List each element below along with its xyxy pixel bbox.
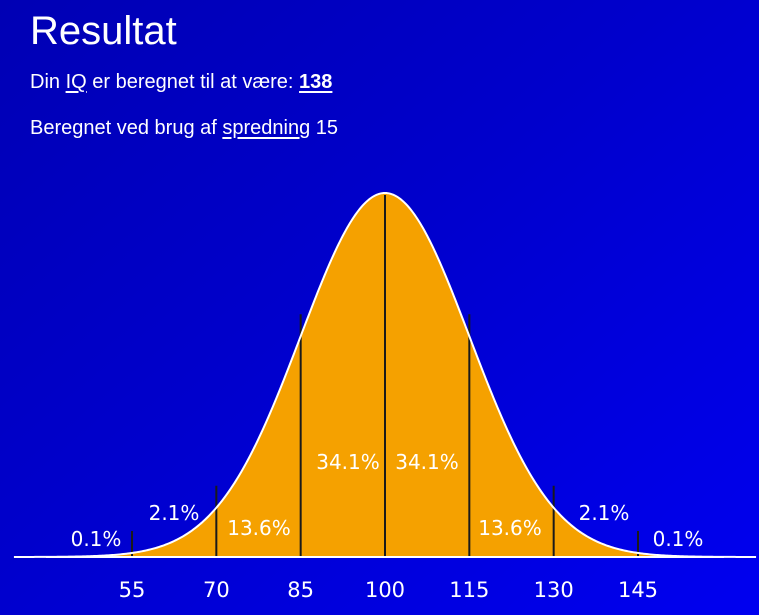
x-tick-label: 145 bbox=[618, 578, 658, 602]
segment-percent-label: 34.1% bbox=[316, 450, 380, 474]
spread-prefix-text: Beregnet ved brug af bbox=[30, 117, 223, 139]
x-tick-label: 100 bbox=[365, 578, 405, 602]
spread-suffix-text: 15 bbox=[310, 117, 339, 139]
iq-middle-text: er beregnet til at være: bbox=[86, 71, 300, 93]
segment-percent-label: 0.1% bbox=[653, 527, 704, 551]
segment-percent-label: 2.1% bbox=[579, 501, 630, 525]
x-tick-label: 55 bbox=[119, 578, 146, 602]
x-tick-label: 115 bbox=[449, 578, 489, 602]
spread-line: Beregnet ved brug af spredning 15 bbox=[30, 116, 338, 140]
page-title: Resultat bbox=[30, 9, 177, 53]
iq-score-value: 138 bbox=[299, 71, 333, 93]
segment-percent-label: 13.6% bbox=[478, 516, 542, 540]
segment-percent-label: 0.1% bbox=[71, 527, 122, 551]
iq-prefix-text: Din bbox=[30, 71, 66, 93]
spread-link[interactable]: spredning bbox=[222, 117, 311, 139]
x-tick-label: 70 bbox=[203, 578, 230, 602]
iq-link[interactable]: IQ bbox=[65, 71, 87, 93]
distribution-curve bbox=[13, 191, 757, 558]
segment-percent-label: 2.1% bbox=[149, 501, 200, 525]
iq-result-line: Din IQ er beregnet til at være: 138 bbox=[30, 70, 332, 94]
x-tick-label: 130 bbox=[534, 578, 574, 602]
x-tick-label: 85 bbox=[287, 578, 314, 602]
segment-percent-label: 34.1% bbox=[395, 450, 459, 474]
segment-percent-label: 13.6% bbox=[227, 516, 291, 540]
